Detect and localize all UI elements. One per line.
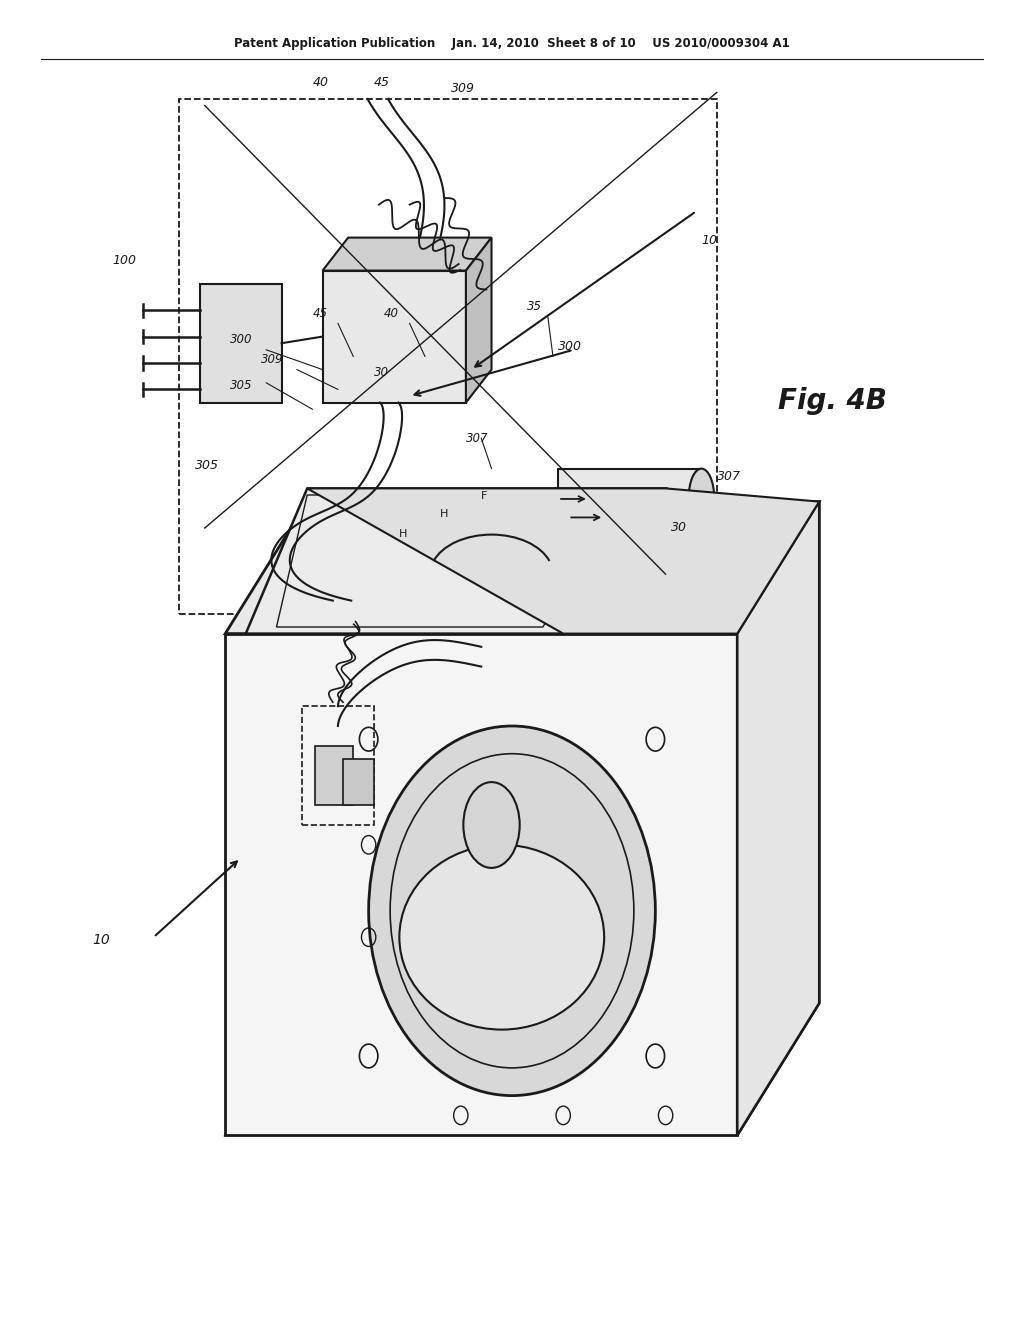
Polygon shape xyxy=(315,746,353,805)
Text: 40: 40 xyxy=(312,75,329,88)
Ellipse shape xyxy=(399,845,604,1030)
Text: 10: 10 xyxy=(701,234,718,247)
Polygon shape xyxy=(737,502,819,1135)
Polygon shape xyxy=(200,284,282,403)
Text: 30: 30 xyxy=(374,366,389,379)
Text: 45: 45 xyxy=(312,306,328,319)
Polygon shape xyxy=(343,759,374,805)
Polygon shape xyxy=(225,502,819,634)
Polygon shape xyxy=(307,488,819,634)
Text: 307: 307 xyxy=(717,470,740,483)
Polygon shape xyxy=(466,238,492,403)
Polygon shape xyxy=(323,271,466,403)
Text: 300: 300 xyxy=(558,339,582,352)
Text: H: H xyxy=(399,529,408,540)
Polygon shape xyxy=(323,238,492,271)
Text: 305: 305 xyxy=(195,458,218,471)
Text: Patent Application Publication    Jan. 14, 2010  Sheet 8 of 10    US 2010/000930: Patent Application Publication Jan. 14, … xyxy=(234,37,790,50)
Polygon shape xyxy=(225,634,737,1135)
Text: 300: 300 xyxy=(230,333,253,346)
Text: 35: 35 xyxy=(527,300,543,313)
Text: 40: 40 xyxy=(384,306,399,319)
Text: 45: 45 xyxy=(374,75,390,88)
Text: F: F xyxy=(481,491,487,502)
Text: 10: 10 xyxy=(92,933,110,946)
Ellipse shape xyxy=(463,781,519,869)
Text: 307: 307 xyxy=(466,432,488,445)
Text: Fig. 4B: Fig. 4B xyxy=(778,387,887,416)
Polygon shape xyxy=(225,1096,762,1135)
Text: H: H xyxy=(440,510,449,520)
Circle shape xyxy=(369,726,655,1096)
Text: 305: 305 xyxy=(230,379,253,392)
Polygon shape xyxy=(558,469,701,528)
Polygon shape xyxy=(737,502,819,1135)
Text: 309: 309 xyxy=(261,352,284,366)
Text: 309: 309 xyxy=(451,82,474,95)
Polygon shape xyxy=(246,488,666,634)
Ellipse shape xyxy=(689,469,715,528)
Text: 100: 100 xyxy=(113,253,136,267)
Text: 30: 30 xyxy=(671,520,687,533)
